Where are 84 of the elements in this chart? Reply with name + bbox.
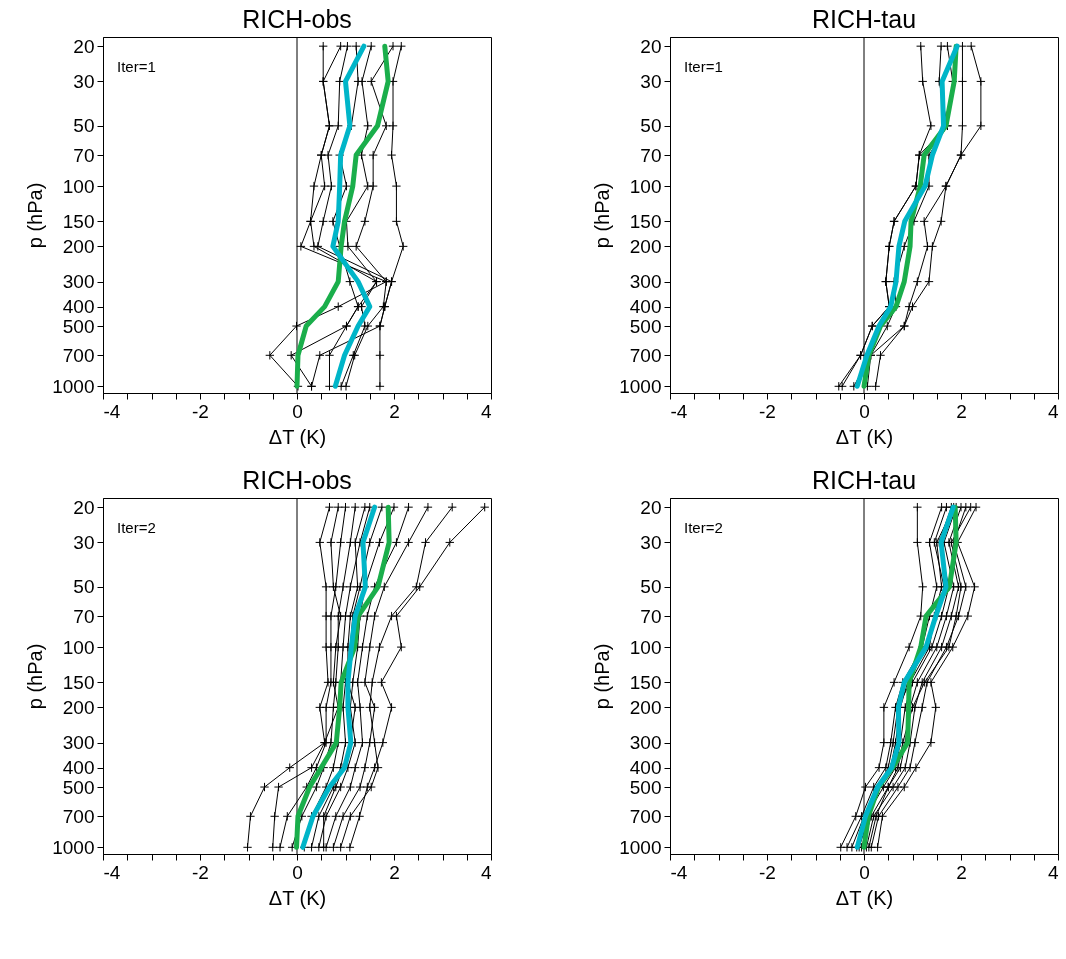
y-tick-label: 150	[629, 210, 662, 232]
y-tick-label: 200	[62, 696, 95, 718]
x-tick-label: -2	[192, 400, 209, 422]
x-tick-label: 2	[389, 861, 400, 883]
y-tick-label: 20	[640, 496, 662, 518]
x-tick-label: 2	[956, 400, 967, 422]
y-tick-label: 100	[629, 636, 662, 658]
x-tick-label: -4	[103, 400, 121, 422]
annotation: Iter=1	[684, 58, 723, 75]
y-tick-label: 70	[640, 144, 662, 166]
y-tick-label: 20	[640, 35, 662, 57]
y-tick-label: 20	[73, 35, 95, 57]
y-tick-label: 300	[629, 271, 662, 293]
y-tick-label: 1000	[52, 375, 95, 397]
y-tick-label: 30	[73, 531, 95, 553]
y-tick-label: 150	[62, 210, 95, 232]
x-axis-title: ΔT (K)	[268, 425, 327, 448]
y-tick-label: 400	[62, 296, 95, 318]
y-tick-label: 20	[73, 496, 95, 518]
y-tick-label: 30	[640, 531, 662, 553]
x-tick-label: 0	[859, 861, 870, 883]
y-tick-label: 100	[629, 175, 662, 197]
y-tick-label: 200	[629, 696, 662, 718]
y-tick-label: 500	[62, 776, 95, 798]
y-axis-title: p (hPa)	[591, 643, 614, 710]
chart-title: RICH-obs	[242, 465, 352, 494]
y-tick-label: 70	[73, 605, 95, 627]
y-tick-label: 500	[629, 315, 662, 337]
x-tick-label: 4	[480, 861, 492, 883]
y-tick-label: 50	[73, 576, 95, 598]
y-tick-label: 500	[629, 776, 662, 798]
y-tick-label: 1000	[619, 836, 662, 858]
y-tick-label: 30	[640, 70, 662, 92]
x-tick-label: -4	[670, 400, 688, 422]
y-tick-label: 200	[629, 235, 662, 257]
y-tick-label: 150	[629, 671, 662, 693]
y-tick-label: 300	[62, 732, 95, 754]
x-tick-label: 4	[1047, 861, 1059, 883]
y-tick-label: 700	[62, 344, 95, 366]
x-tick-label: 4	[480, 400, 492, 422]
y-tick-label: 30	[73, 70, 95, 92]
y-tick-label: 500	[62, 315, 95, 337]
x-tick-label: 2	[389, 400, 400, 422]
x-axis-title: ΔT (K)	[835, 425, 894, 448]
y-tick-label: 70	[73, 144, 95, 166]
y-tick-label: 100	[62, 175, 95, 197]
x-tick-label: 2	[956, 861, 967, 883]
annotation: Iter=2	[684, 519, 723, 536]
y-tick-label: 700	[62, 805, 95, 827]
y-tick-label: 400	[629, 296, 662, 318]
y-tick-label: 300	[629, 732, 662, 754]
x-axis-title: ΔT (K)	[835, 886, 894, 909]
y-axis-title: p (hPa)	[591, 182, 614, 249]
x-tick-label: -2	[192, 861, 209, 883]
x-tick-label: -4	[103, 861, 121, 883]
y-tick-label: 150	[62, 671, 95, 693]
x-tick-label: 4	[1047, 400, 1059, 422]
y-axis-title: p (hPa)	[24, 182, 47, 249]
y-tick-label: 70	[640, 605, 662, 627]
chart-title: RICH-tau	[811, 4, 917, 33]
y-tick-label: 1000	[52, 836, 95, 858]
y-tick-label: 1000	[619, 375, 662, 397]
x-tick-label: 0	[859, 400, 870, 422]
annotation: Iter=2	[117, 519, 156, 536]
y-tick-label: 300	[62, 271, 95, 293]
y-tick-label: 100	[62, 636, 95, 658]
y-tick-label: 50	[640, 115, 662, 137]
x-tick-label: 0	[292, 400, 303, 422]
x-tick-label: -2	[759, 400, 776, 422]
annotation: Iter=1	[117, 58, 156, 75]
x-axis-title: ΔT (K)	[268, 886, 327, 909]
y-tick-label: 50	[640, 576, 662, 598]
x-tick-label: 0	[292, 861, 303, 883]
y-tick-label: 400	[62, 757, 95, 779]
y-tick-label: 700	[629, 344, 662, 366]
x-tick-label: -4	[670, 861, 688, 883]
y-tick-label: 400	[629, 757, 662, 779]
x-tick-label: -2	[759, 861, 776, 883]
y-tick-label: 700	[629, 805, 662, 827]
y-axis-title: p (hPa)	[24, 643, 47, 710]
y-tick-label: 200	[62, 235, 95, 257]
chart-title: RICH-obs	[242, 4, 352, 33]
chart-title: RICH-tau	[811, 465, 917, 494]
y-tick-label: 50	[73, 115, 95, 137]
